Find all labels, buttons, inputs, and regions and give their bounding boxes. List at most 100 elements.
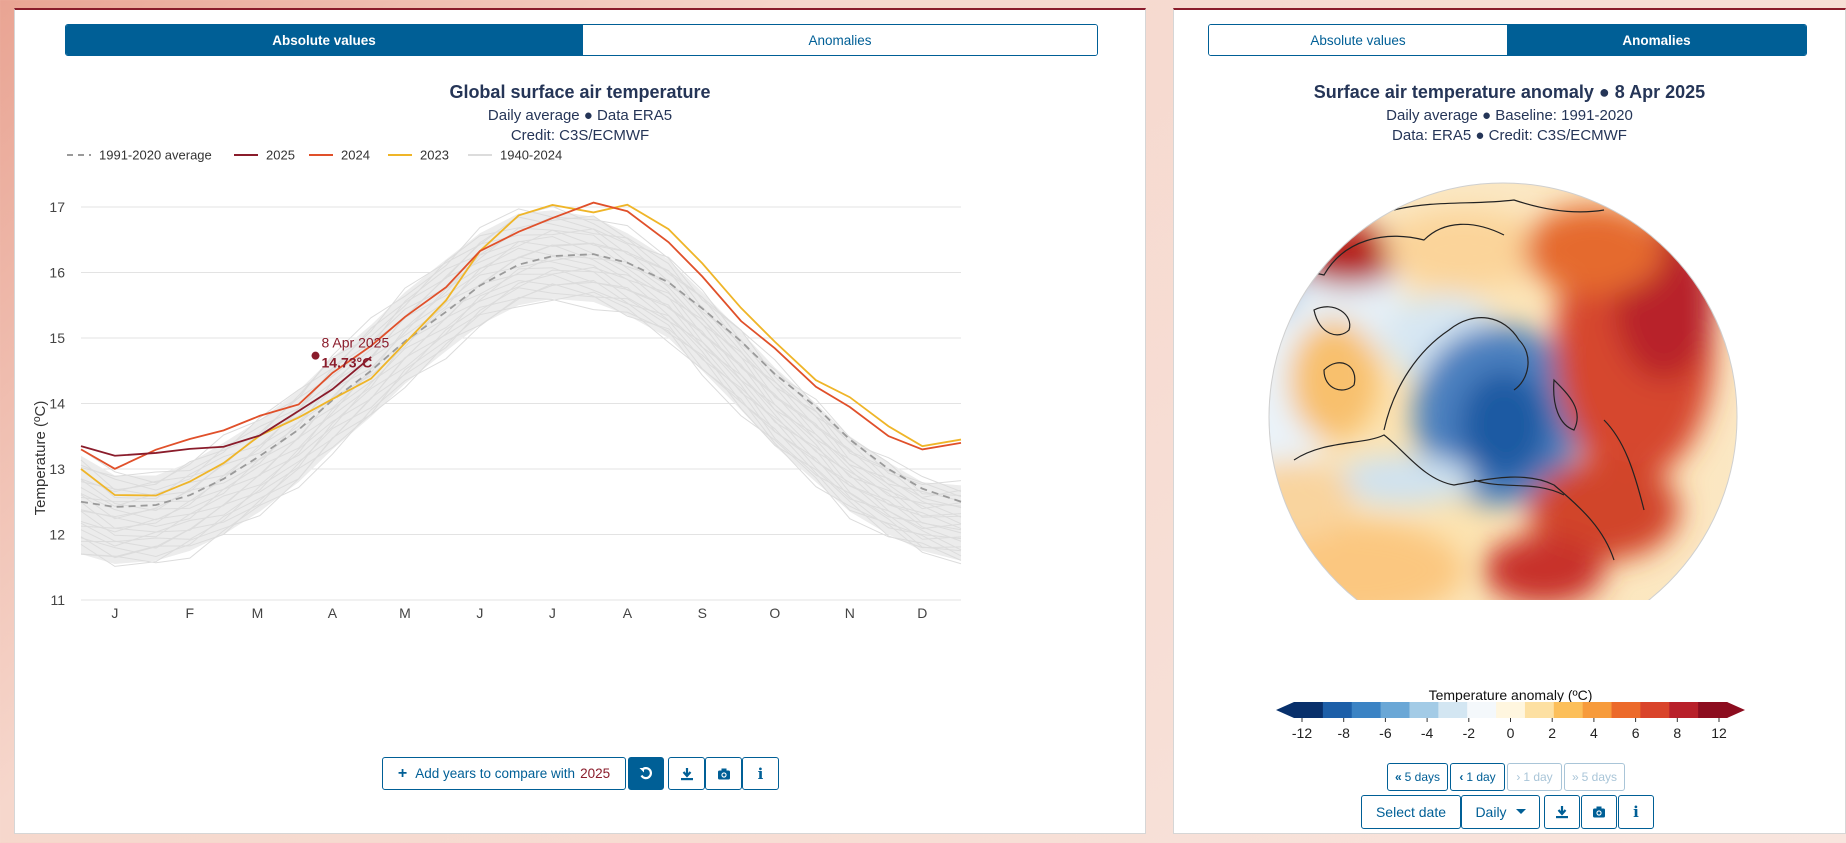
- colorbar-tick-label: 2: [1548, 725, 1556, 741]
- info-icon: i: [757, 764, 764, 783]
- period-value: Daily: [1475, 804, 1507, 820]
- historical-year-line: [80, 242, 962, 520]
- colorbar-tick-label: -12: [1292, 725, 1312, 741]
- tab-anomalies[interactable]: Anomalies: [582, 25, 1097, 55]
- series-line-2024: [80, 201, 962, 470]
- colorbar-segment: [1380, 702, 1410, 718]
- series-line-2023: [80, 203, 962, 497]
- download-icon: [1556, 806, 1568, 819]
- map-tab-absolute-values[interactable]: Absolute values: [1209, 25, 1507, 55]
- colorbar-tick-label: -4: [1421, 725, 1434, 741]
- back-1-day-button[interactable]: ‹ 1 day: [1450, 763, 1505, 791]
- y-tick-label: 12: [49, 527, 65, 543]
- legend-label: 1940-2024: [500, 148, 562, 163]
- legend-item: 1991-2020 average: [67, 148, 212, 163]
- colorbar-segment: [1438, 702, 1468, 718]
- double-chevron-right-icon: »: [1571, 770, 1579, 784]
- map-screenshot-button[interactable]: [1581, 795, 1617, 829]
- y-tick-label: 15: [49, 330, 65, 346]
- add-years-button[interactable]: + Add years to compare with 2025: [382, 757, 626, 790]
- historical-year-line: [80, 228, 962, 509]
- x-tick-label: J: [549, 605, 556, 621]
- annotation-date: 8 Apr 2025: [322, 335, 390, 351]
- chart-title-block: Global surface air temperature Daily ave…: [15, 82, 1145, 144]
- colorbar-title: Temperature anomaly (ºC): [1428, 687, 1593, 703]
- undo-icon: [639, 766, 652, 779]
- historical-year-line: [80, 267, 962, 534]
- historical-year-line: [80, 283, 962, 558]
- historical-year-line: [80, 216, 962, 498]
- x-tick-label: A: [328, 605, 338, 621]
- colorbar-tick-label: 6: [1632, 725, 1640, 741]
- map-info-button[interactable]: i: [1618, 795, 1654, 829]
- x-tick-label: J: [476, 605, 483, 621]
- download-button[interactable]: [668, 757, 705, 790]
- tab-absolute-values[interactable]: Absolute values: [66, 25, 582, 55]
- y-tick-label: 14: [49, 396, 65, 412]
- plus-icon: +: [397, 764, 408, 782]
- colorbar-segment: [1698, 702, 1728, 718]
- view-toggle: Absolute values Anomalies: [65, 24, 1098, 56]
- back-5-days-button[interactable]: «5 days: [1387, 763, 1448, 791]
- back-1-day-label: 1 day: [1466, 770, 1496, 784]
- colorbar-segment: [1582, 702, 1613, 718]
- anomaly-globe[interactable]: [1174, 180, 1846, 600]
- x-tick-label: O: [769, 605, 780, 621]
- colorbar-segment: [1553, 702, 1584, 718]
- historical-year-line: [80, 296, 962, 564]
- legend-item: 2025: [234, 148, 295, 163]
- colorbar-tick-label: 12: [1711, 725, 1727, 741]
- colorbar-segment: [1496, 702, 1526, 718]
- colorbar: -12 -8 -6 -4 -2 0 2 4 6 8 12: [1276, 702, 1745, 741]
- y-tick-label: 13: [49, 461, 65, 477]
- historical-year-line: [80, 229, 962, 510]
- map-view-toggle: Absolute values Anomalies: [1208, 24, 1807, 56]
- screenshot-button[interactable]: [705, 757, 742, 790]
- historical-year-line: [80, 253, 962, 531]
- map-panel: Absolute values Anomalies Surface air te…: [1173, 8, 1846, 834]
- historical-year-line: [80, 215, 962, 496]
- annotation-marker: [311, 351, 320, 360]
- series-line-2025: [80, 356, 372, 457]
- forward-5-days-button[interactable]: » 5 days: [1564, 763, 1625, 791]
- map-credit: Data: ERA5 ● Credit: C3S/ECMWF: [1392, 127, 1627, 144]
- x-tick-label: F: [186, 605, 195, 621]
- historical-year-line: [80, 291, 962, 567]
- chevron-right-icon: ›: [1516, 770, 1521, 784]
- forward-5-days-label: 5 days: [1581, 770, 1618, 784]
- x-tick-label: M: [252, 605, 264, 621]
- chevron-left-icon: ‹: [1459, 770, 1464, 784]
- map-download-button[interactable]: [1544, 795, 1580, 829]
- x-tick-label: J: [111, 605, 118, 621]
- historical-year-line: [80, 279, 962, 559]
- camera-icon: [717, 768, 730, 779]
- forward-1-day-button[interactable]: › 1 day: [1507, 763, 1562, 791]
- legend-label: 2024: [341, 148, 370, 163]
- legend-label: 2025: [266, 148, 295, 163]
- period-select[interactable]: Daily: [1461, 795, 1540, 829]
- colorbar-arrow-left: [1276, 702, 1294, 718]
- y-tick-label: 16: [49, 265, 65, 281]
- chart-legend: 1991-2020 average 2025 2024 2023 1940-2024: [67, 148, 562, 163]
- anomaly-field: [1269, 205, 1714, 600]
- map-tab-anomalies[interactable]: Anomalies: [1507, 25, 1806, 55]
- historical-year-line: [80, 255, 962, 533]
- map-subtitle: Daily average ● Baseline: 1991-2020: [1386, 107, 1633, 124]
- legend-label: 2023: [420, 148, 449, 163]
- legend-item: 1940-2024: [468, 148, 562, 163]
- colorbar-tick-label: -8: [1337, 725, 1350, 741]
- colorbar-segment: [1351, 702, 1382, 718]
- reset-button[interactable]: [628, 757, 664, 790]
- info-button[interactable]: i: [742, 757, 779, 790]
- colorbar-segment: [1524, 702, 1555, 718]
- historical-year-line: [80, 266, 962, 542]
- select-date-button[interactable]: Select date: [1361, 795, 1461, 829]
- x-tick-label: D: [917, 605, 927, 621]
- chart-credit: Credit: C3S/ECMWF: [510, 127, 650, 144]
- colorbar-segment: [1409, 702, 1439, 718]
- map-title-block: Surface air temperature anomaly ● 8 Apr …: [1174, 82, 1845, 144]
- colorbar-arrow-right: [1727, 702, 1745, 718]
- historical-year-line: [80, 208, 962, 493]
- chart-panel: Absolute values Anomalies Global surface…: [14, 8, 1146, 834]
- temperature-chart: 1991-2020 average 2025 2024 2023 1940-2024 1…: [32, 148, 962, 621]
